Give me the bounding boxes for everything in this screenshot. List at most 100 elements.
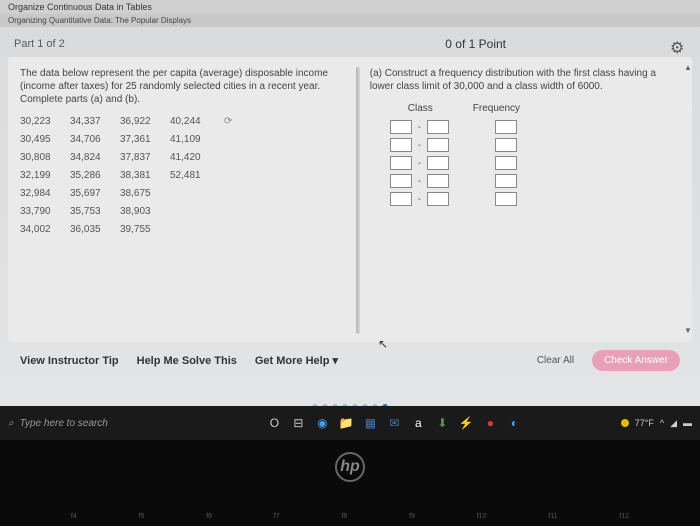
clear-all-button[interactable]: Clear All <box>537 355 574 366</box>
data-row: 32,984 35,697 38,675 <box>20 188 346 199</box>
class-lower-input[interactable] <box>390 138 412 152</box>
part-label: Part 1 of 2 <box>14 38 65 50</box>
class-lower-input[interactable] <box>390 192 412 206</box>
data-row: 30,80834,82437,83741,420 <box>20 152 346 163</box>
taskbar-app-icon[interactable]: O <box>264 413 284 433</box>
fn-keys: f4 f5 f6 f7 f8 f9 f10 f11 f12 <box>0 513 700 520</box>
copy-icon[interactable]: ⟳ <box>224 116 262 127</box>
data-cell: 38,381 <box>120 170 158 181</box>
data-cell: 32,199 <box>20 170 58 181</box>
data-cell <box>170 188 208 199</box>
data-cell <box>170 206 208 217</box>
fn-key: f9 <box>409 513 415 520</box>
data-row: 33,790 35,753 38,903 <box>20 206 346 217</box>
fn-key: f6 <box>206 513 212 520</box>
content-card: The data below represent the per capita … <box>8 57 692 342</box>
taskbar-app-icon[interactable]: ⊟ <box>288 413 308 433</box>
part-a-text: (a) Construct a frequency distribution w… <box>370 67 680 93</box>
gear-icon[interactable]: ⚙ <box>670 38 686 54</box>
frequency-input[interactable] <box>495 174 517 188</box>
cursor-icon: ↖ <box>378 337 388 351</box>
help-solve-link[interactable]: Help Me Solve This <box>137 355 237 367</box>
chevron-down-icon: ▾ <box>333 355 339 367</box>
data-cell: 36,035 <box>70 224 108 235</box>
battery-icon[interactable]: ▬ <box>683 418 692 428</box>
data-cell: 35,286 <box>70 170 108 181</box>
instructor-tip-link[interactable]: View Instructor Tip <box>20 355 119 367</box>
class-lower-input[interactable] <box>390 156 412 170</box>
taskbar-app-icon[interactable]: ◉ <box>312 413 332 433</box>
taskbar-app-icon[interactable]: a <box>408 413 428 433</box>
data-cell: 38,675 <box>120 188 158 199</box>
fn-key: f11 <box>548 513 557 520</box>
check-answer-button[interactable]: Check Answer <box>592 350 680 371</box>
data-cell: 34,337 <box>70 116 108 127</box>
class-upper-input[interactable] <box>427 138 449 152</box>
taskbar-apps: O⊟◉📁▦✉a⬇⚡●◐ <box>264 413 524 433</box>
frequency-input[interactable] <box>495 138 517 152</box>
data-cell: 30,808 <box>20 152 58 163</box>
class-upper-input[interactable] <box>427 192 449 206</box>
taskbar-app-icon[interactable]: ✉ <box>384 413 404 433</box>
taskbar-app-icon[interactable]: ● <box>480 413 500 433</box>
hp-logo: hp <box>335 452 365 482</box>
scroll-down-icon[interactable]: ▼ <box>684 326 694 336</box>
data-cell: 52,481 <box>170 170 208 181</box>
dash: - <box>418 194 421 205</box>
freq-row: - <box>390 120 680 134</box>
data-cell: 38,903 <box>120 206 158 217</box>
class-lower-input[interactable] <box>390 174 412 188</box>
breadcrumb-1: Organize Continuous Data in Tables <box>8 2 152 12</box>
class-upper-input[interactable] <box>427 174 449 188</box>
laptop-bezel: hp f4 f5 f6 f7 f8 f9 f10 f11 f12 <box>0 440 700 526</box>
data-cell: 33,790 <box>20 206 58 217</box>
fn-key: f5 <box>139 513 145 520</box>
fn-key: f8 <box>341 513 347 520</box>
taskbar-app-icon[interactable]: ▦ <box>360 413 380 433</box>
fn-key: f12 <box>619 513 629 520</box>
search-box[interactable]: ⌕ Type here to search <box>8 418 168 429</box>
dash: - <box>418 140 421 151</box>
taskbar-app-icon[interactable]: ⬇ <box>432 413 452 433</box>
data-cell <box>170 224 208 235</box>
right-panel: (a) Construct a frequency distribution w… <box>370 67 680 334</box>
search-icon: ⌕ <box>8 418 14 429</box>
wifi-icon[interactable]: ◢ <box>670 418 677 429</box>
data-cell: 32,984 <box>20 188 58 199</box>
taskbar-app-icon[interactable]: 📁 <box>336 413 356 433</box>
frequency-input[interactable] <box>495 192 517 206</box>
class-lower-input[interactable] <box>390 120 412 134</box>
class-upper-input[interactable] <box>427 120 449 134</box>
frequency-input[interactable] <box>495 120 517 134</box>
left-panel: The data below represent the per capita … <box>20 67 346 334</box>
taskbar-app-icon[interactable]: ◐ <box>504 413 524 433</box>
data-cell: 35,753 <box>70 206 108 217</box>
search-placeholder: Type here to search <box>20 418 108 429</box>
chevron-up-icon[interactable]: ^ <box>660 418 664 428</box>
class-header: Class <box>408 103 433 114</box>
data-cell: 34,706 <box>70 134 108 145</box>
action-row: View Instructor Tip Help Me Solve This G… <box>0 342 700 381</box>
frequency-input[interactable] <box>495 156 517 170</box>
data-cell: 36,922 <box>120 116 158 127</box>
class-upper-input[interactable] <box>427 156 449 170</box>
data-grid: 30,22334,33736,92240,244⟳30,49534,70637,… <box>20 116 346 235</box>
scroll-up-icon[interactable]: ▲ <box>684 63 694 73</box>
data-cell: 41,420 <box>170 152 208 163</box>
dash: - <box>418 122 421 133</box>
fn-key: f4 <box>71 513 77 520</box>
points-label: 0 of 1 Point <box>445 37 506 51</box>
data-cell: 37,837 <box>120 152 158 163</box>
breadcrumb-bar: Organize Continuous Data in Tables <box>0 0 700 14</box>
taskbar-app-icon[interactable]: ⚡ <box>456 413 476 433</box>
prompt-text: The data below represent the per capita … <box>20 67 346 106</box>
data-cell: 35,697 <box>70 188 108 199</box>
freq-row: - <box>390 192 680 206</box>
more-help-link[interactable]: Get More Help ▾ <box>255 354 338 367</box>
freq-row: - <box>390 174 680 188</box>
header-row: Part 1 of 2 0 of 1 Point <box>0 27 700 57</box>
freq-header: Class Frequency <box>390 103 680 114</box>
data-cell: 30,495 <box>20 134 58 145</box>
data-row: 30,22334,33736,92240,244⟳ <box>20 116 346 127</box>
panel-divider[interactable] <box>356 67 360 334</box>
